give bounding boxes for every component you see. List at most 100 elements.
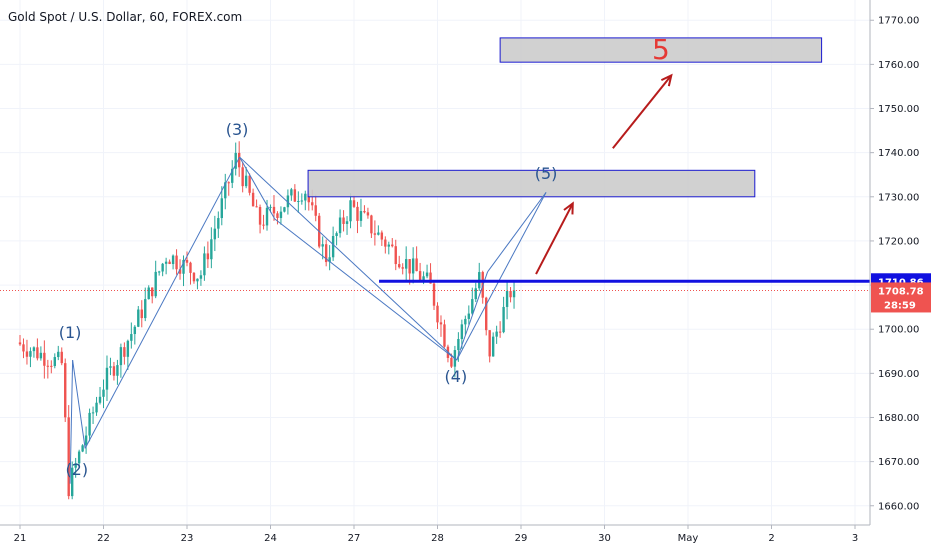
candle-body bbox=[384, 239, 387, 247]
candle-body bbox=[300, 200, 304, 202]
candle-body bbox=[293, 189, 297, 202]
grid-lines bbox=[0, 0, 870, 525]
candle-body bbox=[345, 221, 349, 224]
candle-body bbox=[88, 412, 91, 436]
candle-body bbox=[307, 193, 310, 203]
candle-body bbox=[203, 253, 206, 276]
arrow-shaft bbox=[535, 202, 574, 275]
wave-line bbox=[239, 156, 276, 220]
candle-body bbox=[50, 365, 53, 367]
candle-body bbox=[467, 313, 471, 319]
x-tick-label: 2 bbox=[768, 533, 774, 544]
projection-arrows bbox=[535, 73, 673, 275]
candle-body bbox=[175, 255, 178, 270]
candle-body bbox=[189, 262, 192, 273]
wave-line bbox=[239, 156, 458, 361]
candle-body bbox=[237, 152, 241, 168]
wave-line bbox=[72, 360, 86, 449]
candle-body bbox=[363, 211, 366, 213]
candle-body bbox=[474, 288, 477, 300]
candle-body bbox=[168, 261, 171, 265]
candle-body bbox=[387, 244, 390, 247]
candle-body bbox=[157, 271, 161, 273]
wave-lines bbox=[69, 156, 547, 484]
candle-body bbox=[244, 175, 248, 187]
y-tick-label: 1660.00 bbox=[878, 501, 919, 512]
candle-body bbox=[161, 263, 164, 272]
x-tick-label: 30 bbox=[598, 533, 611, 544]
candle-body bbox=[60, 351, 63, 364]
target-zone-label: 5 bbox=[652, 33, 670, 66]
candle-body bbox=[81, 445, 84, 452]
arrow-head bbox=[563, 201, 574, 215]
y-tick-label: 1700.00 bbox=[878, 325, 919, 336]
candle-body bbox=[25, 351, 29, 357]
y-tick-label: 1740.00 bbox=[878, 148, 919, 159]
candle-body bbox=[151, 287, 154, 297]
wave-line bbox=[84, 156, 241, 449]
candle-body bbox=[18, 342, 22, 345]
countdown-label: 28:59 bbox=[884, 300, 916, 311]
candle-body bbox=[102, 389, 105, 397]
candle-body bbox=[366, 212, 370, 216]
candle-body bbox=[425, 272, 429, 277]
candle-body bbox=[137, 309, 140, 327]
candle-body bbox=[192, 272, 196, 282]
y-tick-label: 1750.00 bbox=[878, 104, 919, 115]
candle-body bbox=[272, 206, 276, 214]
candle-body bbox=[91, 412, 95, 414]
candle-body bbox=[457, 339, 460, 351]
candle-body bbox=[422, 276, 425, 281]
candle-body bbox=[432, 283, 436, 306]
candle-body bbox=[227, 182, 230, 184]
candle-body bbox=[185, 259, 189, 263]
candle-body bbox=[335, 233, 338, 236]
target-zone-1 bbox=[307, 169, 756, 198]
candle-body bbox=[196, 278, 199, 282]
candle-body bbox=[304, 193, 307, 201]
candle-body bbox=[217, 218, 220, 229]
candle-body bbox=[380, 232, 384, 240]
candle-body bbox=[286, 195, 290, 208]
last-price-label: 1708.78 bbox=[878, 286, 924, 297]
candles bbox=[18, 141, 516, 500]
wave-labels: (1) (2) (3) (4) (5) bbox=[59, 120, 558, 479]
candle-body bbox=[262, 224, 265, 226]
candle-body bbox=[251, 192, 255, 207]
wave-line bbox=[456, 192, 547, 361]
candle-body bbox=[398, 264, 401, 268]
candle-body bbox=[220, 198, 223, 219]
candle-body bbox=[377, 232, 380, 235]
last-price-tag bbox=[871, 282, 931, 313]
candle-body bbox=[391, 244, 394, 247]
candle-body bbox=[36, 347, 39, 359]
candle-body bbox=[321, 244, 324, 247]
y-tick-label: 1670.00 bbox=[878, 457, 919, 468]
candle-body bbox=[67, 417, 70, 497]
candle-body bbox=[502, 306, 505, 333]
chart-title: Gold Spot / U.S. Dollar, 60, FOREX.com bbox=[8, 10, 242, 24]
candle-body bbox=[98, 396, 102, 403]
candle-body bbox=[22, 344, 25, 352]
candle-body bbox=[144, 299, 147, 319]
candle-body bbox=[258, 207, 262, 225]
candle-body bbox=[57, 351, 60, 358]
candle-body bbox=[140, 309, 143, 319]
candle-body bbox=[471, 299, 474, 314]
candle-body bbox=[43, 352, 46, 366]
wave-line bbox=[456, 271, 489, 361]
candle-body bbox=[255, 206, 258, 208]
candle-body bbox=[171, 255, 175, 265]
candle-body bbox=[418, 271, 422, 281]
candle-body bbox=[29, 351, 32, 357]
candle-body bbox=[436, 305, 439, 323]
candle-body bbox=[269, 206, 272, 208]
candle-body bbox=[64, 363, 67, 418]
candle-body bbox=[370, 215, 373, 234]
candle-body bbox=[338, 217, 342, 234]
x-tick-label: 21 bbox=[14, 533, 27, 544]
candle-body bbox=[112, 366, 116, 376]
wave-line bbox=[274, 218, 458, 361]
